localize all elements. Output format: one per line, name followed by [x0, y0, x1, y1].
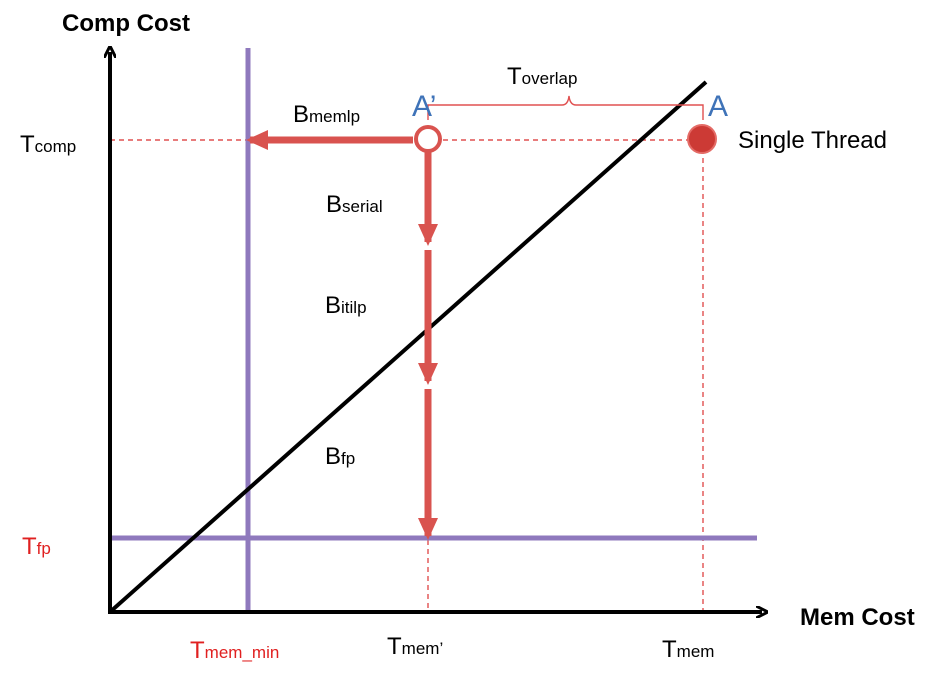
- t-overlap-label: Toverlap: [507, 63, 577, 90]
- point-a: [687, 124, 717, 154]
- x-axis-title: Mem Cost: [800, 604, 915, 631]
- b-memlp-label: Bmemlp: [293, 101, 360, 128]
- b-itilp-label: Bitilp: [325, 292, 367, 319]
- single-thread-label: Single Thread: [738, 127, 887, 154]
- t-mem-min-label: Tmem_min: [190, 637, 279, 664]
- y-axis-title: Comp Cost: [62, 10, 190, 37]
- t-fp-label: Tfp: [22, 533, 51, 560]
- overlap-bracket: [427, 95, 704, 120]
- b-fp-label: Bfp: [325, 443, 355, 470]
- t-mem-prime-label: Tmem’: [387, 633, 443, 660]
- diagonal-line: [108, 80, 708, 614]
- b-serial-label: Bserial: [326, 191, 383, 218]
- point-a-prime: [414, 125, 442, 153]
- t-mem-label: Tmem: [662, 636, 714, 663]
- point-a-label: A: [708, 90, 728, 123]
- t-comp-label: Tcomp: [20, 131, 76, 158]
- point-a-prime-label: A’: [412, 90, 436, 123]
